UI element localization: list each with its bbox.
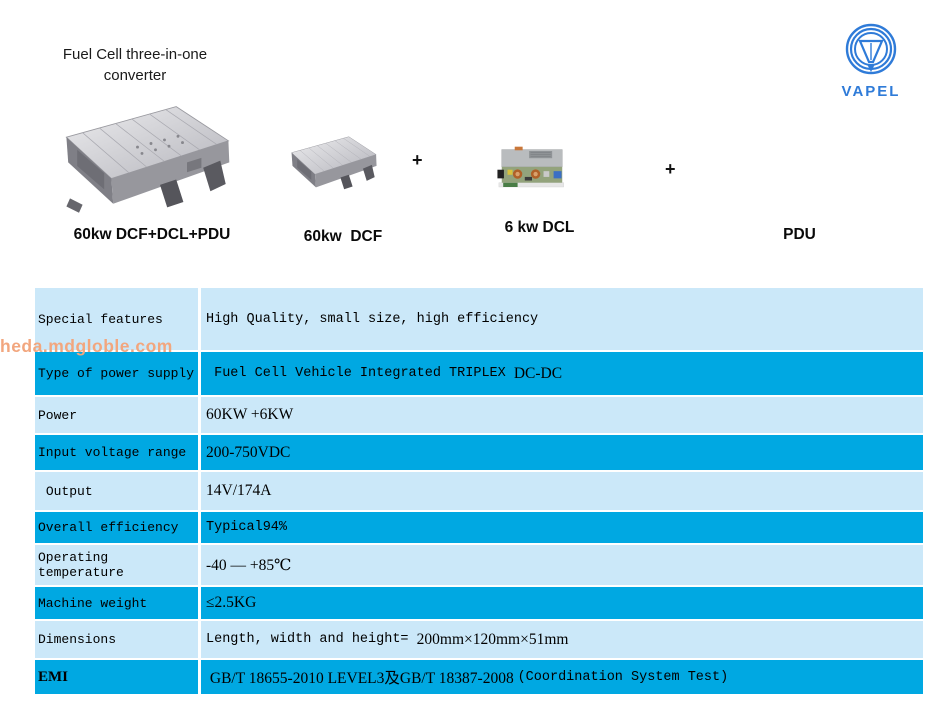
plus-separator-icon: + (665, 159, 676, 179)
table-row: EMI GB/T 18655-2010 LEVEL3及GB/T 18387-20… (35, 660, 923, 694)
vapel-logo: VAPEL (836, 22, 906, 100)
spec-label: Overall efficiency (35, 512, 198, 543)
spec-value-suffix: DC-DC (513, 364, 563, 382)
spec-value: 14V/174A (206, 482, 272, 499)
table-row: Machine weight ≤2.5KG (35, 587, 923, 619)
product-label-dcl: 6 kw DCL (504, 219, 575, 236)
table-row: Output 14V/174A (35, 472, 923, 510)
three-in-one-converter-photo (65, 106, 230, 213)
table-row: Type of power supply Fuel Cell Vehicle I… (35, 352, 923, 395)
spec-label: Special features (35, 288, 198, 350)
spec-label: Machine weight (35, 587, 198, 619)
watermark-text: heda.mdgloble.com (0, 336, 173, 356)
spec-label: Dimensions (35, 621, 198, 658)
spec-value: Fuel Cell Vehicle Integrated TRIPLEX (206, 366, 514, 381)
table-row: Operating temperature -40 — +85℃ (35, 545, 923, 585)
product-label-dcf-dcl-pdu: 60kw DCF+DCL+PDU (73, 226, 231, 243)
dcl-module-photo (497, 146, 564, 188)
page-title: Fuel Cell three-in-one converter (62, 46, 208, 84)
spec-value: GB/T 18655-2010 LEVEL3及GB/T 18387-2008 (206, 670, 518, 687)
spec-table: Special features High Quality, small siz… (35, 288, 923, 694)
spec-value: Length, width and height= (206, 632, 417, 647)
plus-separator-icon: + (412, 150, 423, 170)
table-row: Special features High Quality, small siz… (35, 288, 923, 350)
spec-value: ≤2.5KG (206, 594, 257, 611)
table-row: Power 60KW +6KW (35, 397, 923, 433)
spec-label: Output (35, 472, 198, 510)
table-row: Overall efficiency Typical94% (35, 512, 923, 543)
spec-label: Type of power supply (35, 352, 198, 395)
spec-label: Power (35, 397, 198, 433)
spec-label: EMI (35, 660, 198, 694)
vapel-logo-text: VAPEL (841, 83, 901, 100)
product-label-dcf: 60kw DCF (303, 228, 383, 245)
table-row: Dimensions Length, width and height= 200… (35, 621, 923, 658)
vapel-logo-icon (845, 23, 897, 75)
dcf-converter-photo (291, 136, 377, 190)
product-label-pdu: PDU (783, 226, 816, 243)
spec-value: -40 — +85℃ (206, 556, 292, 574)
spec-label: Input voltage range (35, 435, 198, 470)
spec-value-suffix: (Coordination System Test) (517, 669, 729, 685)
table-row: Input voltage range 200-750VDC (35, 435, 923, 470)
spec-value: High Quality, small size, high efficienc… (206, 311, 539, 327)
spec-value: 200-750VDC (206, 443, 291, 461)
spec-value: 60KW +6KW (206, 406, 294, 423)
spec-value-suffix: 200mm×120mm×51mm (416, 630, 569, 648)
spec-label: Operating temperature (35, 545, 198, 585)
spec-value: Typical94% (206, 520, 288, 535)
